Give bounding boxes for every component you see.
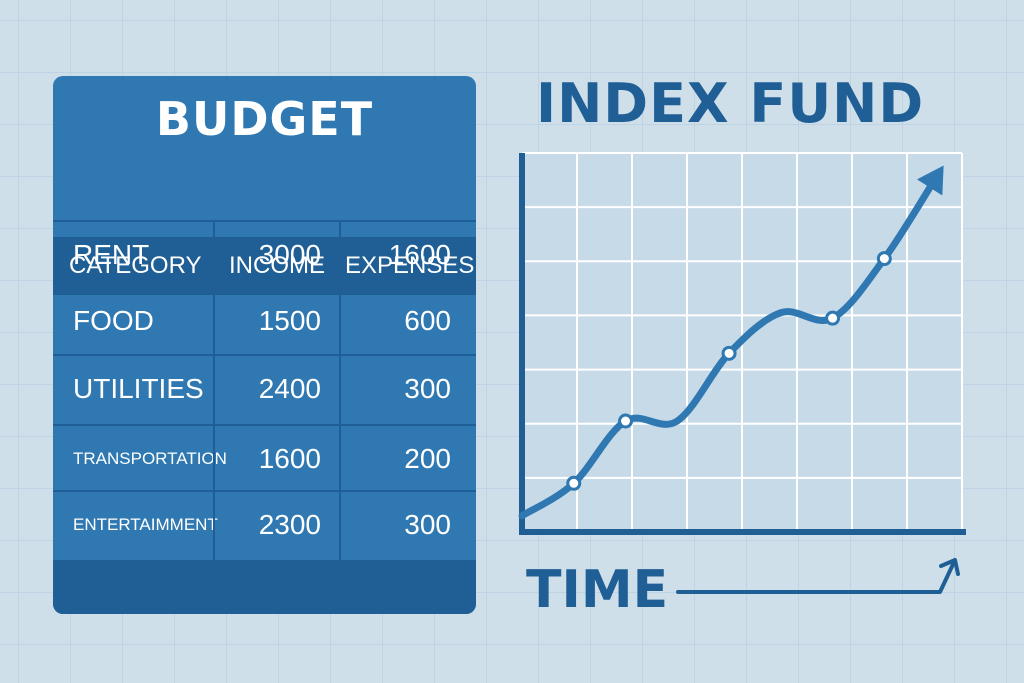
row-category: UTILITIES xyxy=(73,373,204,404)
row-expenses: 200 xyxy=(404,443,451,474)
row-category: TRANSPORTATION xyxy=(73,449,227,468)
table-row: ENTERTAIMMENT 2300 300 xyxy=(53,490,476,558)
row-income: 1600 xyxy=(258,443,321,474)
data-point xyxy=(721,345,737,361)
column-divider xyxy=(213,220,215,560)
x-axis-label: TIME xyxy=(526,560,669,620)
data-markers xyxy=(566,251,892,491)
column-divider xyxy=(339,220,341,560)
table-row: UTILITIES 2400 300 xyxy=(53,354,476,422)
budget-table: BUDGET CATEGORY INCOME EXPENSES RENT 300… xyxy=(53,76,476,614)
row-income: 3000 xyxy=(258,239,321,270)
row-category: ENTERTAIMMENT xyxy=(73,515,218,534)
header-income: INCOME xyxy=(229,252,325,279)
row-expenses: 300 xyxy=(404,509,451,540)
row-expenses: 1600 xyxy=(388,239,451,270)
data-point xyxy=(566,475,582,491)
data-point xyxy=(825,310,841,326)
row-category: RENT xyxy=(73,239,150,270)
data-point xyxy=(618,413,634,429)
row-income: 2300 xyxy=(258,509,321,540)
table-row: FOOD 1500 600 xyxy=(53,286,476,354)
data-point xyxy=(876,251,892,267)
row-expenses: 600 xyxy=(404,305,451,336)
row-income: 1500 xyxy=(258,305,321,336)
header-expenses: EXPENSES xyxy=(345,252,475,279)
budget-footer xyxy=(53,560,476,614)
row-category: FOOD xyxy=(73,305,154,336)
series-arrowhead xyxy=(917,165,944,196)
budget-title: BUDGET xyxy=(155,92,374,146)
table-row: RENT 3000 1600 xyxy=(53,220,476,288)
time-arrow-icon xyxy=(676,558,960,594)
header-category: CATEGORY xyxy=(69,252,202,279)
row-income: 2400 xyxy=(258,373,321,404)
row-expenses: 300 xyxy=(404,373,451,404)
table-row: TRANSPORTATION 1600 200 xyxy=(53,424,476,492)
chart-title: INDEX FUND xyxy=(536,72,925,135)
budget-header-row: CATEGORY INCOME EXPENSES xyxy=(53,237,476,295)
